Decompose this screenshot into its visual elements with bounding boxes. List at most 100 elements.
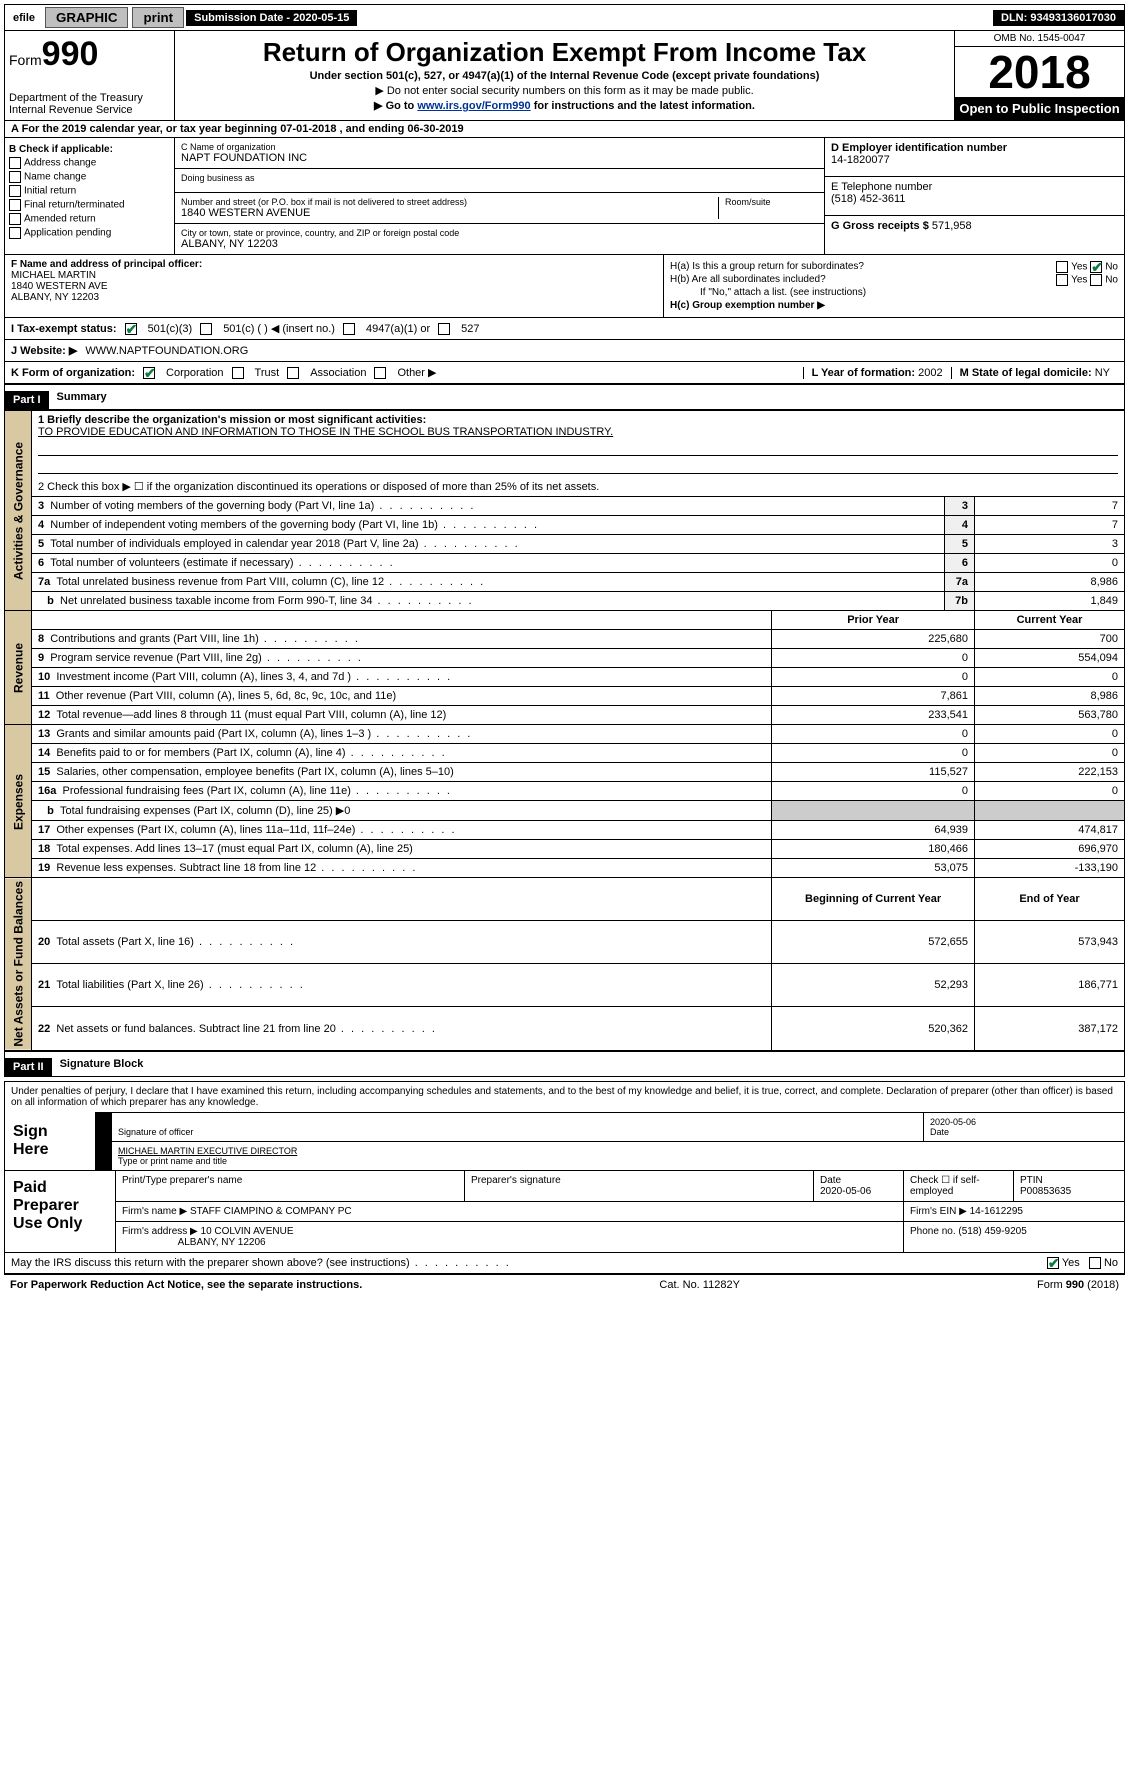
expenses-side-label: Expenses [5,725,32,878]
exp-row-14: 14 Benefits paid to or for members (Part… [5,744,1125,763]
website-label: J Website: ▶ [11,344,77,357]
tax-status-label: I Tax-exempt status: [11,323,117,335]
org-name: NAPT FOUNDATION INC [181,152,818,164]
sub-date: 2020-05-15 [293,12,349,24]
omb-number: OMB No. 1545-0047 [955,31,1124,47]
sig-officer-cell: Signature of officer [112,1113,924,1141]
addr-label: Number and street (or P.O. box if mail i… [181,197,718,207]
mission-cell: 1 Briefly describe the organization's mi… [32,411,1125,442]
officer-right: H(a) Is this a group return for subordin… [664,255,1124,317]
sub3-pre: ▶ Go to [374,100,417,112]
formorg-right: L Year of formation: 2002 M State of leg… [803,367,1118,379]
firm-name-cell: Firm's name ▶ STAFF CIAMPINO & COMPANY P… [116,1202,904,1221]
501c: 501(c) ( ) ◀ (insert no.) [223,322,335,335]
checkbox-icon[interactable] [1056,274,1068,286]
officer-addr1: 1840 WESTERN AVE [11,281,657,292]
part1-title: Summary [49,388,115,406]
graphic-button[interactable]: GRAPHIC [45,7,128,28]
current-year-hdr: Current Year [975,611,1125,630]
firm-addr-cell: Firm's address ▶ 10 COLVIN AVENUE ALBANY… [116,1222,904,1252]
prep-sig-cell: Preparer's signature [465,1171,814,1201]
prep-ptin-cell: PTINP00853635 [1014,1171,1124,1201]
discuss-q: May the IRS discuss this return with the… [11,1257,511,1269]
gov-row-7b: b Net unrelated business taxable income … [5,592,1125,611]
exp-row-17: 17 Other expenses (Part IX, column (A), … [5,821,1125,840]
checkbox-icon[interactable] [9,227,21,239]
print-button[interactable]: print [132,7,184,28]
exp-row-16a: 16a Professional fundraising fees (Part … [5,782,1125,801]
exp-row-13: 13 Grants and similar amounts paid (Part… [32,725,772,744]
checkbox-icon[interactable] [438,323,450,335]
checkbox-icon[interactable] [9,171,21,183]
officer-left: F Name and address of principal officer:… [5,255,664,317]
rev-row-12: 12 Total revenue—add lines 8 through 11 … [5,706,1125,725]
assoc: Association [310,367,366,379]
dba-label: Doing business as [181,173,818,183]
header-right: OMB No. 1545-0047 2018 Open to Public In… [954,31,1124,120]
entity-block: B Check if applicable: Address change Na… [4,138,1125,255]
na-row-21: 21 Total liabilities (Part X, line 26)52… [5,964,1125,1007]
sig-name-cell: MICHAEL MARTIN EXECUTIVE DIRECTORType or… [112,1142,1124,1170]
governance-side-label: Activities & Governance [5,411,32,611]
checkboxes-heading: B Check if applicable: [9,144,170,155]
part2-bar: Part II Signature Block [4,1051,1125,1077]
cb-amended: Amended return [9,213,170,225]
state-domicile: NY [1095,367,1110,379]
checkbox-icon[interactable] [232,367,244,379]
checkbox-icon[interactable] [9,185,21,197]
check-if-applicable: B Check if applicable: Address change Na… [5,138,175,254]
summary-table: Activities & Governance 1 Briefly descri… [4,410,1125,1051]
sign-here-label: Sign Here [5,1112,95,1170]
submission-date-label: Submission Date - 2020-05-15 [186,10,357,26]
checkbox-icon[interactable] [1047,1257,1059,1269]
gross: 571,958 [932,220,972,232]
formorg-label: K Form of organization: [11,367,135,379]
checkbox-icon[interactable] [1056,261,1068,273]
dba-row: Doing business as [175,169,824,193]
officer-row: F Name and address of principal officer:… [4,255,1125,318]
cb-initial: Initial return [9,185,170,197]
ein-label: D Employer identification number [831,142,1118,154]
subtitle-1: Under section 501(c), 527, or 4947(a)(1)… [181,70,948,82]
na-row-20: 20 Total assets (Part X, line 16)572,655… [5,921,1125,964]
checkbox-icon[interactable] [343,323,355,335]
sub3-post: for instructions and the latest informat… [531,100,755,112]
part2-title: Signature Block [52,1055,152,1073]
checkbox-icon[interactable] [1090,261,1102,273]
ein: 14-1820077 [831,154,1118,166]
efile-label: efile [5,10,43,26]
arrow-icon [96,1113,112,1141]
rev-row-9: 9 Program service revenue (Part VIII, li… [5,649,1125,668]
checkbox-icon[interactable] [9,213,21,225]
rev-row-8: 8 Contributions and grants (Part VIII, l… [5,630,1125,649]
preparer-block: Paid Preparer Use Only Print/Type prepar… [4,1171,1125,1253]
checkbox-icon[interactable] [9,199,21,211]
checkbox-icon[interactable] [9,157,21,169]
subtitle-2: ▶ Do not enter social security numbers o… [181,84,948,97]
501c3: 501(c)(3) [148,323,193,335]
cb-final: Final return/terminated [9,199,170,211]
irs-link[interactable]: www.irs.gov/Form990 [417,100,530,112]
trust: Trust [255,367,280,379]
addr: 1840 WESTERN AVENUE [181,207,718,219]
checkbox-icon[interactable] [1089,1257,1101,1269]
4947: 4947(a)(1) or [366,323,430,335]
checkbox-icon[interactable] [1090,274,1102,286]
entity-mid: C Name of organization NAPT FOUNDATION I… [175,138,824,254]
calendar-row: A For the 2019 calendar year, or tax yea… [4,121,1125,138]
beginning-hdr: Beginning of Current Year [772,878,975,921]
checkbox-icon[interactable] [125,323,137,335]
checkbox-icon[interactable] [287,367,299,379]
addr-row: Number and street (or P.O. box if mail i… [175,193,824,224]
checkbox-icon[interactable] [200,323,212,335]
org-name-row: C Name of organization NAPT FOUNDATION I… [175,138,824,169]
mission-a: TO PROVIDE EDUCATION AND INFORMATION TO … [38,426,1118,438]
ein-cell: D Employer identification number 14-1820… [825,138,1124,177]
checkbox-icon[interactable] [374,367,386,379]
sub-label: Submission Date - [194,12,293,24]
cb-name: Name change [9,171,170,183]
city-row: City or town, state or province, country… [175,224,824,254]
tel-cell: E Telephone number (518) 452-3611 [825,177,1124,216]
end-hdr: End of Year [975,878,1125,921]
checkbox-icon[interactable] [143,367,155,379]
